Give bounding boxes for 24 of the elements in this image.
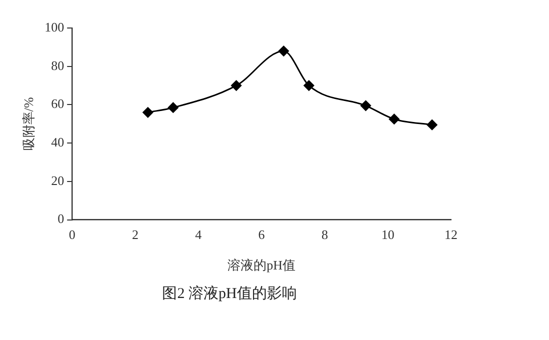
point [388,114,400,124]
x-tick-label: 6 [258,227,266,242]
x-tick-label: 12 [444,227,458,242]
x-tick-label: 4 [195,227,202,242]
y-tick-label: 0 [58,211,64,226]
y-tick-label: 100 [44,19,64,34]
y-tick-label: 20 [51,172,64,188]
point [360,100,371,111]
point [278,46,289,56]
y-tick-label: 80 [51,58,64,73]
point [231,80,242,91]
x-axis-title: 溶液的pH值 [228,258,296,273]
y-tick-label: 40 [51,134,64,150]
y-axis-title: 吸附率/% [21,97,36,151]
point [142,107,154,118]
caption: 图2 溶液pH值的影响 [161,284,298,303]
x-tick-label: 10 [381,227,394,242]
point [426,120,438,130]
x-tick-label: 0 [68,227,76,242]
x-tick-label: 8 [321,227,328,242]
point [304,80,314,91]
y-tick-label: 60 [51,96,64,112]
x-tick-label: 2 [132,227,138,242]
point [168,102,178,113]
